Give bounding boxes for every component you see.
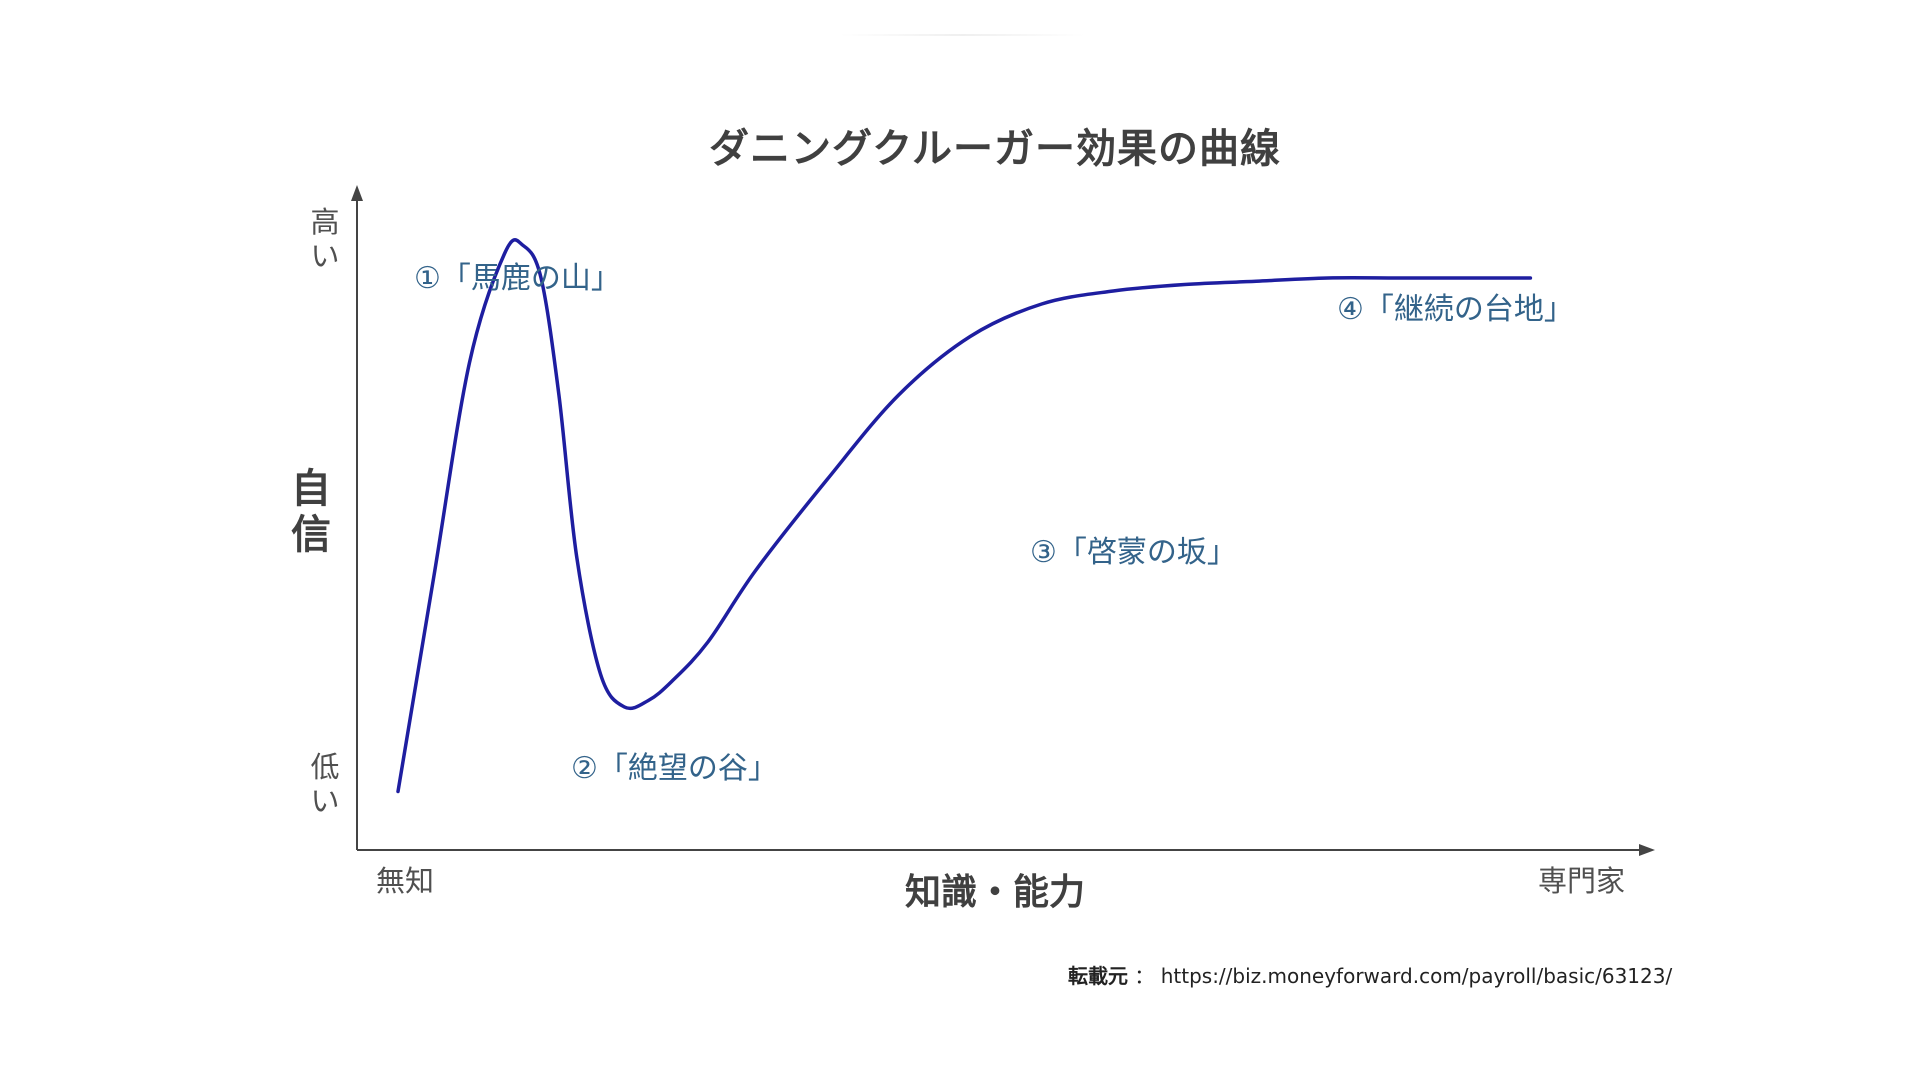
x-tick-label-start: 無知 [376, 864, 435, 898]
x-tick-label-end: 専門家 [1538, 864, 1626, 898]
source-prefix: 転載元 [1068, 964, 1128, 988]
source-credit: 転載元 ： https://biz.moneyforward.com/payro… [1068, 960, 1672, 989]
annotation-slope: ③「啓蒙の坂」 [1030, 535, 1237, 570]
annotation-peak: ①「馬鹿の山」 [414, 261, 621, 296]
series-line [396, 238, 1533, 794]
y-tick-label-low: 低い [310, 750, 340, 818]
source-link[interactable]: https://biz.moneyforward.com/payroll/bas… [1160, 964, 1673, 988]
divider-line [840, 34, 1085, 36]
y-axis-arrow [351, 185, 363, 201]
chart-title: ダニングクルーガー効果の曲線 [709, 126, 1281, 172]
source-separator: ： [1134, 964, 1155, 988]
x-axis-label: 知識・能力 [905, 872, 1086, 913]
annotation-plateau: ④「継続の台地」 [1337, 292, 1574, 327]
x-axis-arrow [1639, 844, 1655, 856]
annotation-valley: ②「絶望の谷」 [571, 751, 778, 786]
y-axis-label: 自信 [291, 466, 331, 558]
y-tick-label-high: 高い [310, 205, 340, 273]
